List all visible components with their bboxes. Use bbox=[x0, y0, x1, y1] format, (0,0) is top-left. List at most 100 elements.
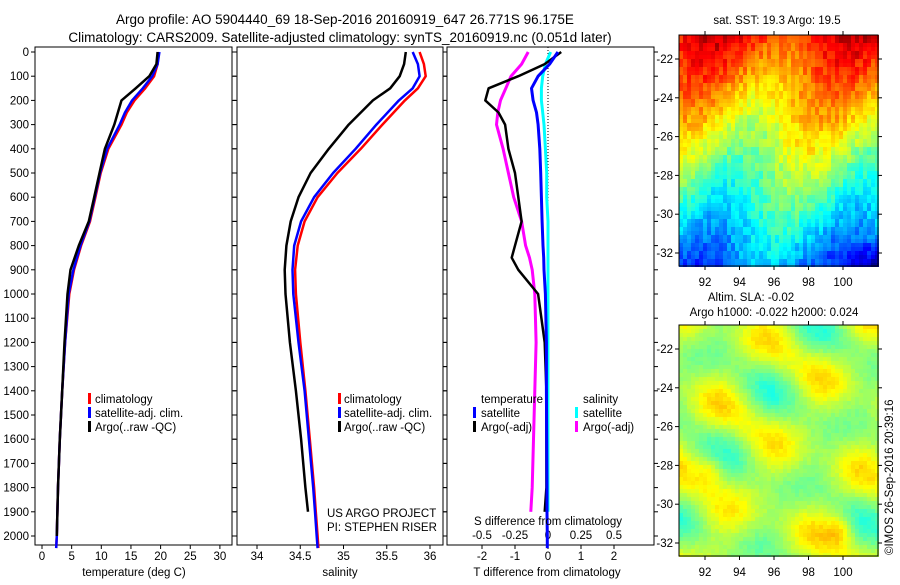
map-cell bbox=[783, 417, 787, 421]
plot-frame bbox=[237, 47, 443, 545]
map-cell bbox=[811, 353, 815, 357]
map-cell bbox=[871, 457, 875, 461]
map-cell bbox=[799, 55, 803, 59]
map-cell bbox=[767, 377, 771, 381]
map-cell bbox=[803, 187, 807, 191]
map-cell bbox=[743, 341, 747, 345]
map-cell bbox=[859, 91, 863, 95]
map-cell bbox=[815, 369, 819, 373]
map-cell bbox=[687, 353, 691, 357]
map-cell bbox=[783, 329, 787, 333]
map-cell bbox=[787, 143, 791, 147]
map-cell bbox=[683, 413, 687, 417]
map-cell bbox=[871, 71, 875, 75]
map-cell bbox=[679, 131, 683, 135]
map-cell bbox=[707, 215, 711, 219]
map-cell bbox=[819, 67, 823, 71]
map-cell bbox=[723, 207, 727, 211]
map-cell bbox=[735, 91, 739, 95]
map-cell bbox=[819, 71, 823, 75]
map-cell bbox=[747, 247, 751, 251]
map-cell bbox=[819, 223, 823, 227]
map-cell bbox=[739, 171, 743, 175]
map-cell bbox=[827, 87, 831, 91]
map-cell bbox=[691, 429, 695, 433]
map-cell bbox=[835, 243, 839, 247]
map-cell bbox=[803, 95, 807, 99]
map-cell bbox=[847, 63, 851, 67]
map-cell bbox=[783, 385, 787, 389]
map-cell bbox=[851, 441, 855, 445]
map-cell bbox=[751, 401, 755, 405]
map-cell bbox=[851, 413, 855, 417]
map-cell bbox=[819, 155, 823, 159]
map-cell bbox=[871, 329, 875, 333]
map-cell bbox=[855, 441, 859, 445]
map-cell bbox=[719, 429, 723, 433]
map-cell bbox=[755, 111, 759, 115]
map-cell bbox=[799, 385, 803, 389]
map-cell bbox=[839, 103, 843, 107]
map-cell bbox=[703, 123, 707, 127]
map-cell bbox=[771, 139, 775, 143]
map-cell bbox=[735, 127, 739, 131]
map-cell bbox=[767, 333, 771, 337]
map-cell bbox=[779, 179, 783, 183]
map-cell bbox=[699, 175, 703, 179]
map-cell bbox=[847, 147, 851, 151]
map-cell bbox=[859, 433, 863, 437]
map-cell bbox=[795, 175, 799, 179]
t-diff-xlabel: T difference from climatology bbox=[473, 567, 620, 579]
map-cell bbox=[703, 369, 707, 373]
map-cell bbox=[871, 83, 875, 87]
map-cell bbox=[851, 147, 855, 151]
map-cell bbox=[739, 255, 743, 259]
map-cell bbox=[795, 83, 799, 87]
map-cell bbox=[795, 405, 799, 409]
map-cell bbox=[763, 159, 767, 163]
map-cell bbox=[827, 51, 831, 55]
map-cell bbox=[771, 51, 775, 55]
series-line-satellite-adj-clim- bbox=[293, 52, 420, 548]
map-cell bbox=[695, 357, 699, 361]
map-cell bbox=[715, 147, 719, 151]
map-cell bbox=[795, 421, 799, 425]
map-cell bbox=[871, 203, 875, 207]
map-cell bbox=[707, 357, 711, 361]
map-cell bbox=[799, 361, 803, 365]
map-cell bbox=[691, 251, 695, 255]
map-cell bbox=[783, 401, 787, 405]
map-cell bbox=[823, 461, 827, 465]
map-cell bbox=[775, 251, 779, 255]
map-cell bbox=[707, 247, 711, 251]
map-cell bbox=[831, 227, 835, 231]
map-cell bbox=[787, 47, 791, 51]
map-cell bbox=[683, 103, 687, 107]
map-cell bbox=[691, 255, 695, 259]
map-cell bbox=[679, 329, 683, 333]
map-cell bbox=[727, 361, 731, 365]
map-cell bbox=[771, 127, 775, 131]
map-cell bbox=[735, 47, 739, 51]
map-cell bbox=[755, 43, 759, 47]
map-cell bbox=[835, 353, 839, 357]
map-cell bbox=[731, 135, 735, 139]
map-cell bbox=[847, 365, 851, 369]
map-cell bbox=[727, 55, 731, 59]
map-cell bbox=[739, 95, 743, 99]
map-cell bbox=[703, 187, 707, 191]
map-cell bbox=[731, 107, 735, 111]
y-tick-label: 700 bbox=[10, 216, 29, 228]
map-cell bbox=[711, 215, 715, 219]
map-cell bbox=[771, 409, 775, 413]
map-cell bbox=[731, 465, 735, 469]
map-cell bbox=[711, 183, 715, 187]
map-cell bbox=[803, 255, 807, 259]
map-cell bbox=[683, 393, 687, 397]
map-cell bbox=[831, 203, 835, 207]
map-cell bbox=[731, 353, 735, 357]
map-cell bbox=[791, 433, 795, 437]
map-cell bbox=[751, 163, 755, 167]
map-cell bbox=[779, 361, 783, 365]
map-cell bbox=[747, 91, 751, 95]
